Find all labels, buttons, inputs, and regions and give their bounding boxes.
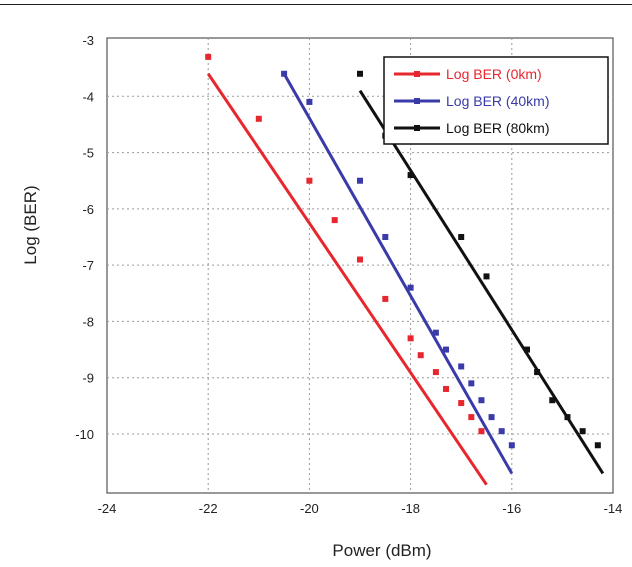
- series-0: [205, 53, 488, 486]
- data-point: [357, 70, 363, 77]
- x-tick-label: -20: [300, 501, 319, 516]
- data-point: [382, 295, 389, 302]
- x-tick-label: -16: [502, 501, 521, 516]
- data-point: [417, 352, 424, 359]
- top-border-line: [0, 4, 632, 5]
- data-point: [478, 397, 485, 404]
- legend-marker: [414, 71, 420, 77]
- y-tick-label: -7: [82, 258, 94, 273]
- y-tick-label: -10: [75, 427, 94, 442]
- data-point: [458, 234, 465, 240]
- y-tick-label: -5: [82, 146, 94, 161]
- data-point: [508, 442, 515, 449]
- x-tick-label: -14: [604, 501, 623, 516]
- y-tick-label: -3: [82, 33, 94, 48]
- data-point: [594, 442, 601, 449]
- data-point: [407, 335, 414, 342]
- data-point: [534, 369, 541, 376]
- data-point: [458, 400, 465, 407]
- data-point: [306, 177, 313, 184]
- data-point: [306, 98, 313, 105]
- data-point: [468, 414, 475, 421]
- data-point: [549, 397, 556, 404]
- axis-ticks: -24 -22 -20 -18 -16 -14 -3 -4 -5 -6 -7 -8 -9 -10: [75, 33, 622, 516]
- data-point: [357, 256, 363, 263]
- legend-marker: [414, 98, 420, 104]
- data-point: [478, 428, 485, 435]
- data-point: [458, 363, 465, 370]
- data-point: [443, 346, 450, 353]
- data-point: [281, 70, 288, 77]
- x-tick-label: -22: [199, 501, 218, 516]
- legend-label: Log BER (0km): [446, 66, 542, 82]
- series-layer: [205, 53, 605, 486]
- y-tick-label: -9: [82, 371, 94, 386]
- x-tick-label: -18: [401, 501, 420, 516]
- data-point: [407, 284, 414, 291]
- data-point: [331, 217, 338, 224]
- legend: Log BER (0km) Log BER (40km) Log BER (80km…: [383, 56, 609, 145]
- data-point: [488, 414, 495, 421]
- series-fit-line: [206, 72, 488, 486]
- series-1: [281, 70, 515, 475]
- legend-marker: [414, 125, 420, 131]
- series-fit-line: [282, 73, 514, 475]
- x-axis-label: Power (dBm): [332, 541, 431, 560]
- data-point: [483, 273, 490, 280]
- y-tick-label: -6: [82, 202, 94, 217]
- data-point: [443, 385, 450, 392]
- data-point: [407, 172, 414, 179]
- data-point: [579, 428, 586, 435]
- data-point: [432, 369, 439, 376]
- data-point: [523, 346, 530, 353]
- y-axis-label: Log (BER): [21, 185, 40, 264]
- legend-label: Log BER (80km): [446, 120, 549, 136]
- data-point: [357, 177, 363, 184]
- data-point: [468, 380, 475, 387]
- data-point: [432, 329, 439, 336]
- series-fit-line: [358, 89, 605, 475]
- x-tick-label: -24: [98, 501, 117, 516]
- data-point: [255, 115, 262, 122]
- data-point: [564, 414, 571, 421]
- data-point: [205, 53, 212, 60]
- data-point: [498, 428, 505, 435]
- y-tick-label: -4: [82, 89, 94, 104]
- data-point: [382, 234, 389, 240]
- legend-label: Log BER (40km): [446, 93, 549, 109]
- y-tick-label: -8: [82, 314, 94, 329]
